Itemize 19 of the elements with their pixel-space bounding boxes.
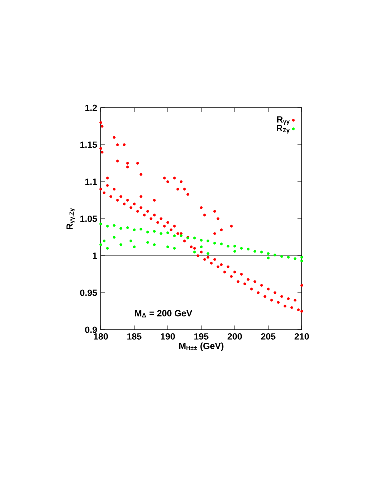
x-tick-label: 200 [228,334,242,340]
y-tick-label: 0.95 [80,290,98,296]
y-tick-label: 1.2 [86,104,98,112]
x-tick-label: 190 [161,334,176,340]
x-tick-label: 195 [194,334,209,340]
y-tick-label: 1.1 [86,178,98,186]
x-axis-title: M$_{H±±}$ (GeV) [179,342,224,352]
x-tick-label: 205 [261,334,276,340]
x-tick-label: 210 [294,334,310,340]
y-tick-label: 1.05 [80,216,98,222]
legend-label: R$_{Zγ}$ [277,125,290,134]
annotation: M$_{Δ}$ = 200 GeV [135,310,192,318]
x-tick-label: 180 [94,334,108,340]
y-tick-label: 1.15 [80,142,98,148]
y-tick-label: 0.9 [85,326,98,334]
x-tick-label: 185 [128,334,142,340]
legend-label: R$_{γγ}$ [277,116,290,126]
y-tick-label: 1 [93,252,98,260]
y-axis-title: R$_{γγ,Zγ}$ [66,208,76,230]
